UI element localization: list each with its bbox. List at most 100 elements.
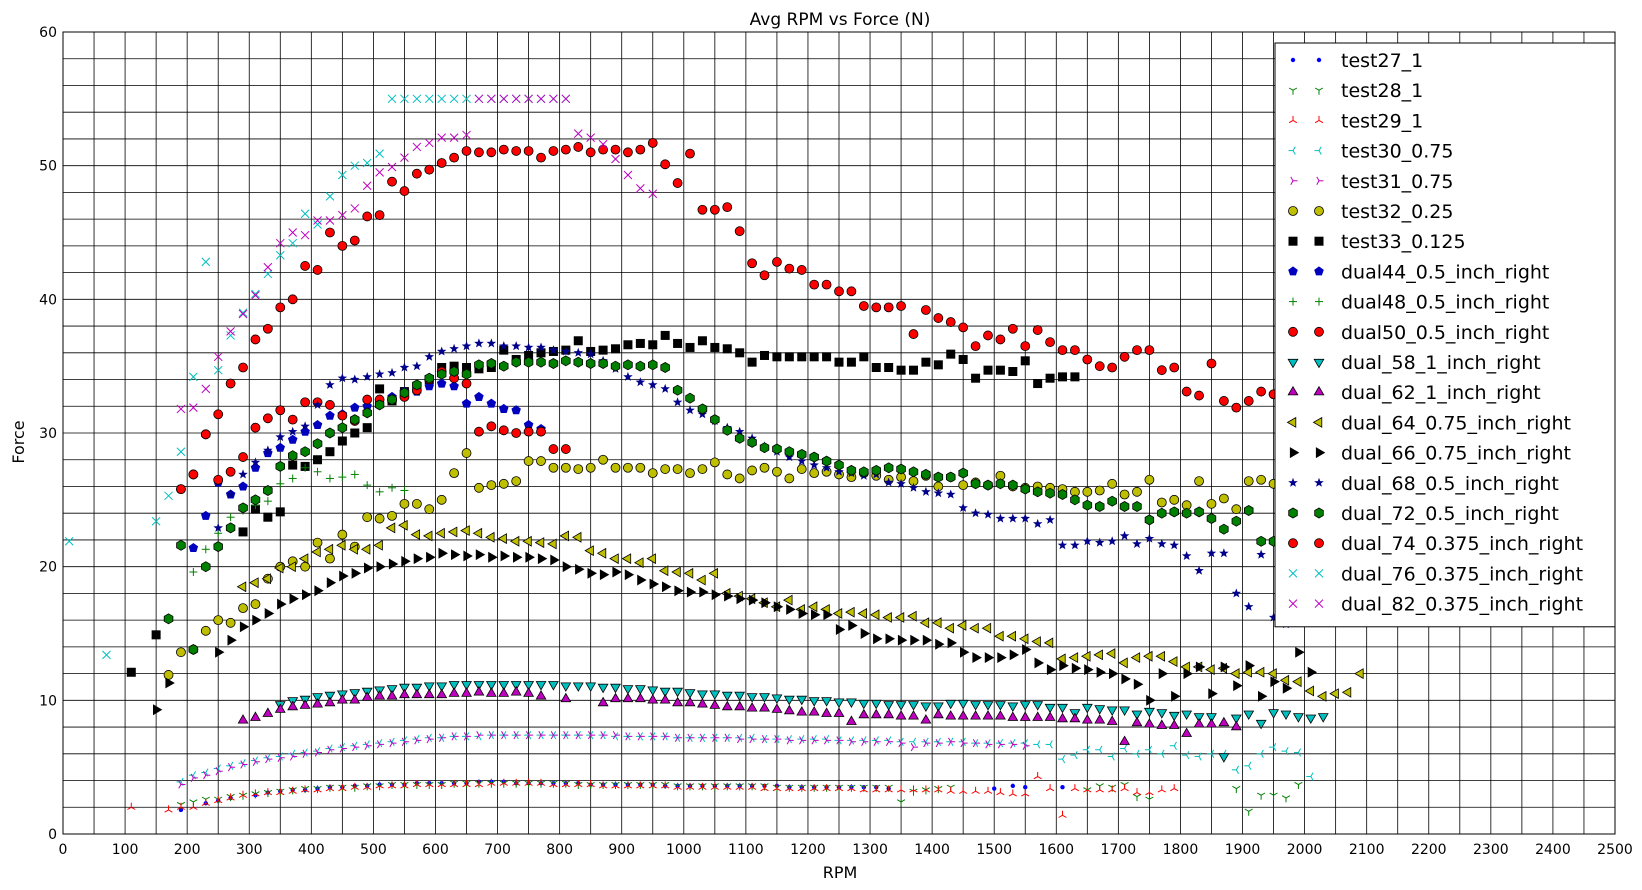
data-point [548, 462, 559, 473]
data-point [1082, 486, 1093, 497]
data-point [1294, 781, 1303, 790]
data-point [337, 529, 348, 540]
legend-marker [1313, 358, 1325, 369]
data-point [1305, 714, 1317, 724]
data-point [511, 94, 521, 104]
data-point [933, 313, 944, 323]
data-point [585, 349, 596, 359]
data-point [1070, 540, 1080, 550]
data-point [1269, 742, 1277, 752]
data-point [599, 569, 610, 581]
data-point [560, 462, 571, 473]
data-point [436, 158, 447, 168]
data-point [275, 250, 285, 260]
legend-entry: test28_1 [1288, 80, 1423, 102]
x-tick-label: 1300 [852, 842, 888, 858]
data-point [424, 372, 435, 384]
data-point [550, 730, 558, 740]
x-tick-label: 1600 [1038, 842, 1074, 858]
data-point [249, 577, 259, 589]
data-point [327, 745, 335, 754]
data-point [971, 738, 979, 748]
data-point [573, 347, 583, 357]
data-point [621, 553, 632, 565]
data-point [649, 578, 660, 590]
data-point [399, 362, 410, 372]
data-point [933, 360, 943, 370]
data-point [509, 535, 520, 547]
data-point [350, 374, 360, 384]
data-point [287, 426, 298, 436]
data-point [313, 467, 322, 476]
data-point [958, 467, 968, 479]
data-point [250, 599, 261, 609]
data-point [834, 736, 842, 745]
data-point [610, 360, 621, 372]
data-point [188, 543, 199, 552]
data-point [375, 783, 384, 791]
data-point [1070, 494, 1080, 506]
data-point [992, 786, 997, 791]
legend-label: test33_0.125 [1341, 231, 1466, 253]
series-dual_64_0.75_inch_right [236, 519, 1364, 702]
data-point [586, 730, 594, 740]
data-point [710, 342, 720, 352]
data-point [984, 652, 995, 663]
data-point [485, 687, 497, 697]
data-point [1059, 660, 1069, 671]
data-point [275, 460, 286, 472]
data-point [548, 730, 557, 740]
data-point [411, 168, 422, 179]
data-point [524, 94, 533, 104]
data-point [910, 742, 919, 752]
data-point [871, 464, 881, 476]
data-point [376, 561, 386, 573]
data-point [437, 781, 446, 790]
data-point [213, 615, 224, 626]
data-point [572, 682, 584, 692]
data-point [499, 94, 509, 104]
data-point [312, 537, 323, 548]
data-point [236, 581, 247, 593]
data-point [809, 468, 820, 479]
data-point [1230, 668, 1240, 680]
data-point [1144, 345, 1155, 356]
data-point [534, 537, 545, 549]
data-point [461, 398, 472, 408]
data-point [213, 764, 221, 773]
data-point [1132, 501, 1142, 512]
data-point [176, 777, 184, 787]
data-point [572, 531, 582, 543]
data-point [1006, 630, 1016, 642]
data-point [1244, 808, 1253, 816]
data-point [486, 421, 497, 432]
data-point [474, 391, 484, 401]
data-point [883, 462, 894, 474]
data-point [1069, 712, 1081, 723]
data-point [474, 338, 484, 348]
chart-title: Avg RPM vs Force (N) [750, 10, 931, 30]
data-point [325, 216, 335, 225]
data-point [499, 341, 509, 351]
data-point [857, 608, 867, 619]
data-point [499, 345, 509, 355]
x-tick-label: 1900 [1225, 842, 1261, 858]
legend-marker [1290, 57, 1296, 63]
data-point [821, 455, 832, 467]
data-point [860, 628, 871, 639]
x-tick-label: 1500 [976, 842, 1012, 858]
data-point [188, 771, 197, 780]
data-point [970, 478, 981, 490]
data-point [871, 363, 881, 373]
data-point [362, 211, 373, 222]
data-point [759, 693, 770, 703]
data-point [596, 547, 607, 559]
data-point [1132, 788, 1142, 796]
data-point [176, 647, 186, 658]
data-point [708, 567, 718, 579]
data-point [313, 216, 322, 225]
data-point [1081, 703, 1093, 714]
legend-marker [1314, 538, 1324, 549]
data-point [972, 738, 981, 748]
data-point [1057, 754, 1066, 764]
